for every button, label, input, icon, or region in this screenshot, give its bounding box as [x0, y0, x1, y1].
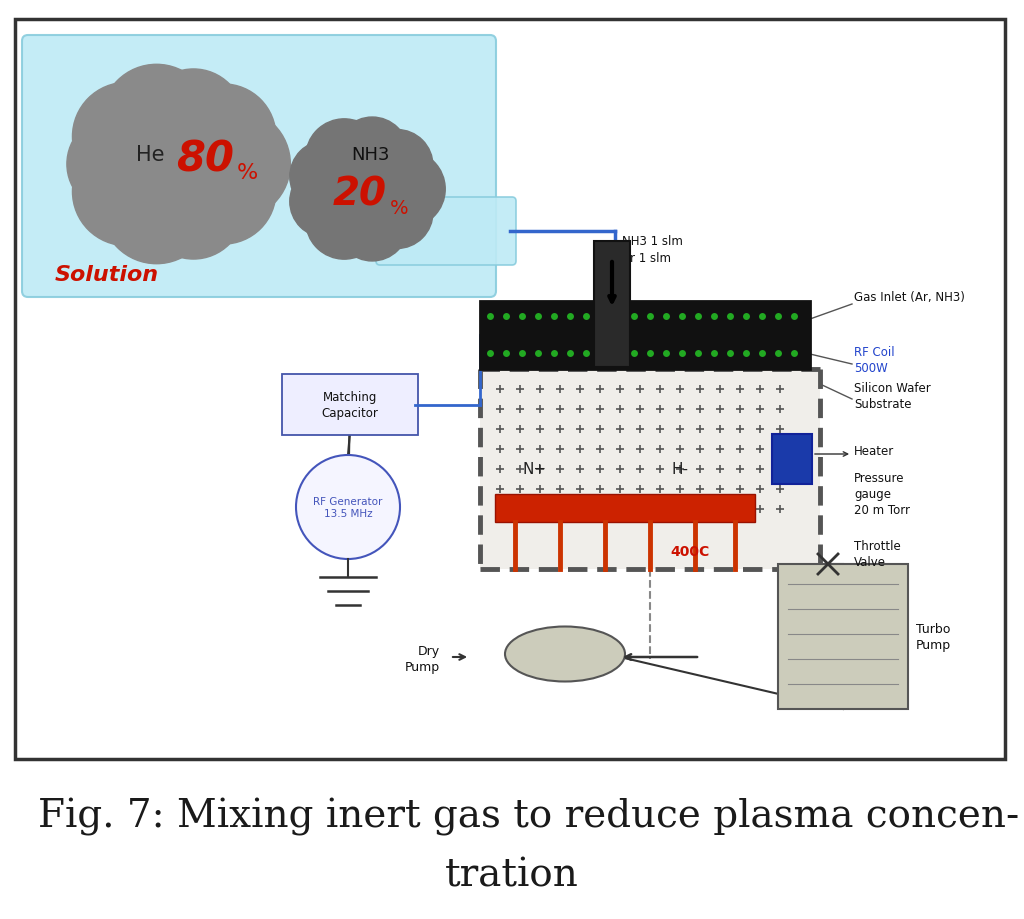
Bar: [594, 242, 630, 368]
Circle shape: [73, 84, 181, 191]
Text: NH3 1 slm
Ar 1 slm: NH3 1 slm Ar 1 slm: [622, 234, 683, 265]
Circle shape: [143, 159, 244, 260]
Text: Pressure
gauge
20 m Torr: Pressure gauge 20 m Torr: [854, 472, 910, 516]
Circle shape: [67, 117, 164, 213]
Text: 400C: 400C: [671, 544, 710, 559]
Circle shape: [296, 456, 400, 560]
Circle shape: [73, 138, 181, 246]
Circle shape: [360, 177, 433, 249]
Text: Throttle
Valve: Throttle Valve: [854, 539, 901, 569]
Text: Turbo
Pump: Turbo Pump: [916, 622, 951, 652]
Text: %: %: [390, 199, 409, 217]
Text: 20: 20: [333, 176, 387, 214]
Ellipse shape: [505, 627, 625, 682]
Circle shape: [101, 65, 212, 176]
Circle shape: [179, 109, 291, 221]
Text: Matching
Capacitor: Matching Capacitor: [322, 391, 379, 420]
Text: NH3: NH3: [351, 146, 389, 164]
FancyBboxPatch shape: [376, 198, 516, 266]
Text: tration: tration: [445, 857, 579, 894]
Text: 80: 80: [176, 139, 234, 181]
Circle shape: [290, 166, 362, 238]
Text: RF Coil
500W: RF Coil 500W: [854, 346, 895, 374]
Bar: [480, 369, 820, 570]
Text: Solution: Solution: [55, 265, 159, 285]
Text: Dry
Pump: Dry Pump: [404, 645, 440, 674]
Text: H-: H-: [672, 462, 688, 477]
Circle shape: [290, 142, 362, 213]
Text: Gas Inlet (Ar, NH3): Gas Inlet (Ar, NH3): [854, 291, 965, 304]
Circle shape: [305, 183, 383, 260]
Text: Heater: Heater: [854, 445, 894, 458]
Circle shape: [336, 189, 409, 262]
Circle shape: [143, 70, 244, 171]
Circle shape: [336, 118, 409, 190]
Text: RF Generator
13.5 MHz: RF Generator 13.5 MHz: [313, 496, 383, 518]
Text: He: He: [136, 145, 164, 165]
Circle shape: [171, 140, 275, 244]
Bar: [495, 494, 755, 522]
Text: N+: N+: [523, 462, 547, 477]
Circle shape: [305, 119, 383, 197]
Text: %: %: [237, 163, 258, 183]
Circle shape: [171, 85, 275, 190]
Bar: [15, 20, 1005, 759]
Circle shape: [368, 152, 445, 229]
Circle shape: [360, 130, 433, 202]
FancyBboxPatch shape: [22, 36, 496, 298]
FancyBboxPatch shape: [282, 375, 418, 436]
Bar: [772, 435, 812, 484]
Circle shape: [327, 152, 403, 228]
Circle shape: [126, 116, 224, 214]
Circle shape: [101, 154, 212, 265]
Text: Fig. 7: Mixing inert gas to reduce plasma concen-: Fig. 7: Mixing inert gas to reduce plasm…: [38, 797, 1019, 835]
Bar: [480, 301, 810, 369]
Bar: [778, 564, 908, 709]
Text: Silicon Wafer
Substrate: Silicon Wafer Substrate: [854, 381, 931, 410]
